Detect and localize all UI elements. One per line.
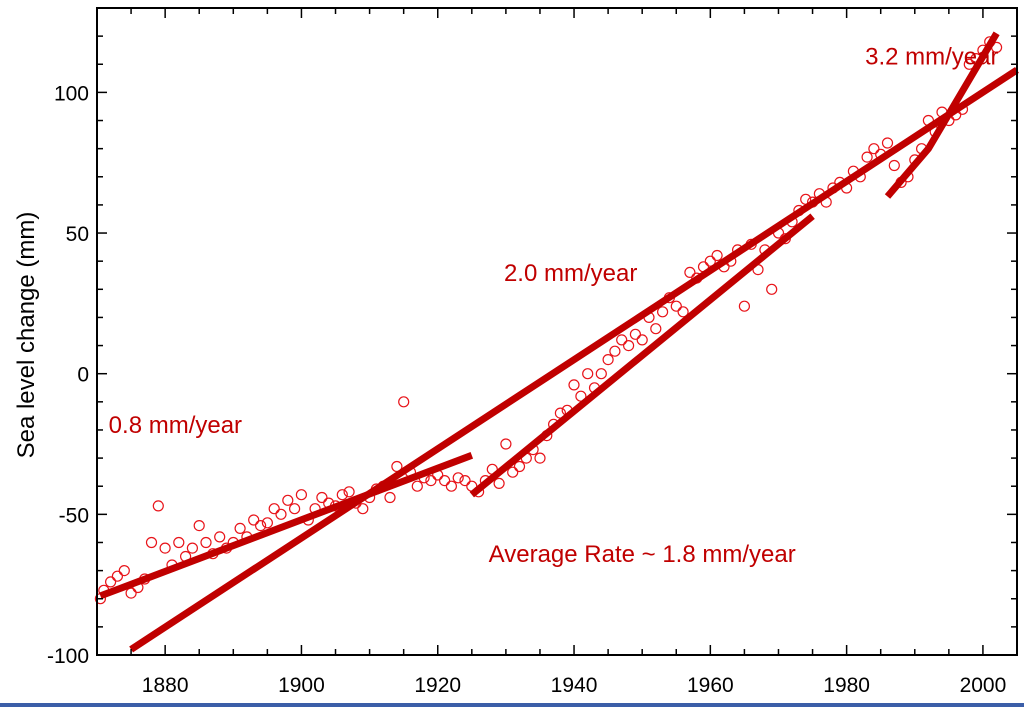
data-point: [534, 452, 546, 464]
data-point: [295, 489, 307, 501]
x-tick-label: 1960: [687, 674, 734, 697]
y-tick-label: 100: [54, 82, 89, 105]
data-point: [282, 494, 294, 506]
data-point: [316, 491, 328, 504]
data-point: [214, 531, 226, 543]
data-point: [711, 249, 723, 262]
data-point: [445, 480, 457, 492]
data-point: [616, 334, 628, 346]
data-point: [111, 570, 124, 582]
rate-annotation: 3.2 mm/year: [865, 43, 998, 70]
trend-line: [99, 452, 474, 600]
data-point: [595, 368, 607, 380]
data-point: [868, 143, 880, 155]
plot-frame: [96, 7, 1018, 656]
data-point: [881, 137, 894, 149]
data-point: [493, 477, 505, 489]
data-point: [200, 536, 212, 549]
data-point: [425, 475, 437, 487]
data-point: [609, 345, 621, 357]
y-tick-label: 0: [77, 364, 89, 387]
data-point: [234, 522, 246, 535]
data-point: [411, 480, 423, 492]
x-tick-label: 2000: [960, 674, 1007, 697]
data-point: [629, 328, 642, 340]
x-tick-label: 1980: [823, 674, 870, 697]
data-point: [507, 466, 519, 478]
x-tick-label: 1880: [142, 674, 189, 697]
data-point: [261, 517, 273, 529]
data-point: [173, 536, 185, 549]
data-point: [500, 438, 512, 450]
x-tick-label: 1940: [551, 674, 598, 697]
tick-labels: 1880 1900 1920 1940 1960 1980 2000 -100 -50 0 50 10…: [47, 82, 1006, 697]
data-point: [104, 576, 117, 588]
y-axis-title: Sea level change (mm): [13, 212, 40, 459]
data-point: [670, 300, 682, 312]
data-point: [684, 266, 696, 278]
data-point: [357, 503, 369, 515]
y-tick-label: -100: [47, 645, 89, 668]
data-point: [384, 491, 396, 504]
trend-line: [884, 31, 1000, 199]
y-tick-label: 50: [66, 223, 89, 246]
data-point: [255, 519, 267, 532]
data-point: [193, 519, 205, 532]
data-point: [704, 255, 716, 267]
data-point: [125, 587, 137, 599]
data-point: [459, 475, 471, 487]
data-point: [336, 489, 348, 501]
data-point: [766, 283, 778, 295]
data-point: [268, 503, 280, 515]
data-point: [275, 508, 287, 520]
data-point: [439, 475, 451, 487]
data-point: [289, 503, 301, 515]
trend-line: [469, 213, 815, 498]
rate-annotation: 2.0 mm/year: [504, 260, 637, 287]
data-point: [622, 340, 635, 352]
annotations: 3.2 mm/year 2.0 mm/year 0.8 mm/year Average…: [109, 43, 999, 568]
data-point: [861, 151, 873, 163]
data-point: [452, 472, 464, 484]
data-point: [513, 460, 526, 473]
trend-line: [129, 66, 1019, 653]
data-point: [582, 368, 594, 380]
bottom-border: [0, 703, 1024, 707]
data-point: [677, 306, 689, 318]
rate-annotation: 0.8 mm/year: [109, 412, 242, 439]
data-point: [656, 306, 669, 318]
data-point: [738, 300, 751, 312]
x-tick-label: 1920: [414, 674, 461, 697]
data-point: [145, 536, 158, 549]
data-point: [159, 542, 171, 554]
data-point: [343, 486, 355, 498]
data-point: [152, 500, 164, 512]
trend-lines: [99, 31, 1019, 653]
data-point: [118, 564, 130, 577]
data-point: [650, 323, 662, 335]
data-point: [398, 396, 410, 408]
y-tick-label: -50: [59, 504, 89, 527]
data-point: [248, 514, 260, 526]
x-tick-label: 1900: [278, 674, 325, 697]
rate-annotation: Average Rate ~ 1.8 mm/year: [489, 541, 796, 568]
data-point: [602, 354, 614, 366]
data-point: [888, 159, 900, 172]
data-point: [186, 542, 198, 554]
data-point: [636, 334, 648, 346]
axes: [96, 7, 1018, 656]
data-point: [568, 379, 580, 391]
data-points: [94, 36, 1003, 605]
